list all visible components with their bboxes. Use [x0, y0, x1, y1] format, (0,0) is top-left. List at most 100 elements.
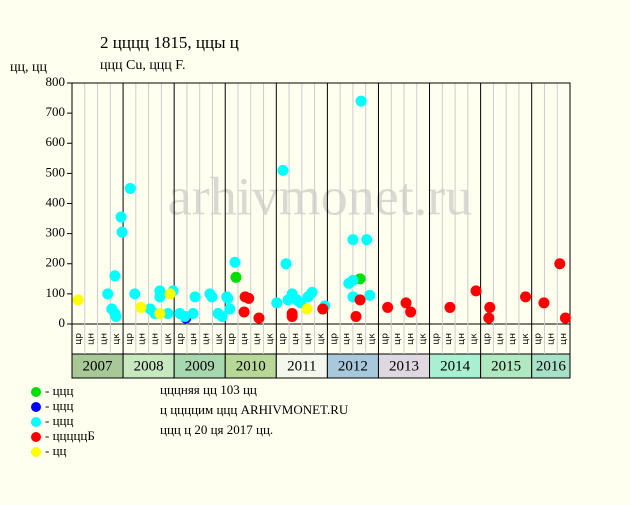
y-tick-label: 700 [46, 104, 66, 119]
point [554, 258, 566, 270]
y-tick-label: 500 [46, 164, 66, 179]
legend-marker [31, 447, 41, 457]
point [129, 288, 141, 300]
year-label: 2011 [287, 358, 316, 374]
x-tick-label: цк [265, 333, 275, 345]
year-label: 2009 [185, 358, 215, 374]
chart-subtitle: ццц Cu, ццц F. [100, 58, 185, 73]
point [222, 292, 234, 304]
year-band [377, 353, 431, 379]
footer-text: ц ццццим ццц ARHIVMONET.RU [160, 402, 349, 417]
year-label: 2007 [83, 358, 114, 374]
point [124, 182, 136, 194]
x-tick-label: цн [559, 333, 569, 345]
x-tick-label: цн [495, 333, 505, 345]
x-tick-label: цр [176, 333, 186, 345]
chart-title: 2 цццц 1815, ццы ц [100, 33, 239, 52]
year-label: 2014 [440, 358, 471, 374]
legend-marker [31, 387, 41, 397]
year-label: 2012 [338, 358, 368, 374]
point [154, 307, 166, 319]
year-label: 2015 [491, 358, 521, 374]
legend-label: - цццццБ [45, 428, 95, 443]
x-tick-label: цк [368, 333, 378, 345]
legend-label: - цц [45, 443, 67, 458]
point [164, 288, 176, 300]
point [520, 291, 532, 303]
x-tick-label: цн [189, 333, 199, 345]
point [301, 303, 313, 315]
x-tick-label: цн [444, 333, 454, 345]
x-tick-label: цн [138, 333, 148, 345]
x-tick-label: цк [214, 333, 224, 345]
x-tick-label: цн [202, 333, 212, 345]
y-tick-label: 600 [46, 134, 66, 149]
y-tick-label: 800 [46, 74, 66, 89]
x-tick-label: цн [87, 333, 97, 345]
year-label: 2016 [536, 358, 567, 374]
x-tick-label: цн [304, 333, 314, 345]
point [400, 297, 412, 309]
legend-marker [31, 402, 41, 412]
point [470, 285, 482, 297]
x-tick-label: цн [508, 333, 518, 345]
point [102, 288, 114, 300]
point [347, 274, 359, 286]
year-label: 2008 [134, 358, 164, 374]
x-tick-label: цр [329, 333, 339, 345]
point [364, 289, 376, 301]
point [216, 310, 228, 322]
point [229, 256, 241, 268]
point [154, 291, 166, 303]
y-tick-label: 0 [59, 315, 66, 330]
x-tick-label: цр [74, 333, 84, 345]
point [230, 271, 242, 283]
point [484, 301, 496, 313]
x-tick-label: цн [291, 333, 301, 345]
year-band [173, 353, 226, 379]
x-tick-label: цн [240, 333, 250, 345]
point [206, 291, 218, 303]
x-tick-label: цр [431, 333, 441, 345]
point [280, 258, 292, 270]
x-tick-label: цн [546, 333, 556, 345]
watermark: arhivmonet.ru [168, 166, 472, 226]
y-tick-label: 200 [46, 255, 66, 270]
point [317, 303, 329, 315]
point [115, 211, 127, 223]
legend-marker [31, 417, 41, 427]
x-tick-label: цн [151, 333, 161, 345]
point [72, 294, 84, 306]
point [253, 312, 265, 324]
point [405, 306, 417, 318]
point [559, 312, 571, 324]
legend-label: - ццц [45, 413, 73, 428]
point [354, 294, 366, 306]
year-label: 2010 [236, 358, 266, 374]
x-tick-label: цн [253, 333, 263, 345]
y-axis-label: цц, цц [10, 60, 47, 75]
point [189, 291, 201, 303]
point [444, 301, 456, 313]
point [110, 310, 122, 322]
point [347, 234, 359, 246]
x-tick-label: цр [278, 333, 288, 345]
x-tick-label: цр [483, 333, 493, 345]
x-tick-label: цк [419, 333, 429, 345]
y-tick-label: 400 [46, 194, 66, 209]
x-tick-label: цр [534, 333, 544, 345]
x-tick-label: цк [317, 333, 327, 345]
point [350, 310, 362, 322]
point [271, 297, 283, 309]
point [483, 312, 495, 324]
point [238, 306, 250, 318]
x-tick-label: цр [125, 333, 135, 345]
point [361, 234, 373, 246]
point [135, 301, 147, 313]
legend-label: - ццц [45, 398, 73, 413]
x-tick-label: цн [406, 333, 416, 345]
year-band [326, 353, 379, 379]
x-tick-label: цн [99, 333, 109, 345]
x-tick-label: цр [227, 333, 237, 345]
